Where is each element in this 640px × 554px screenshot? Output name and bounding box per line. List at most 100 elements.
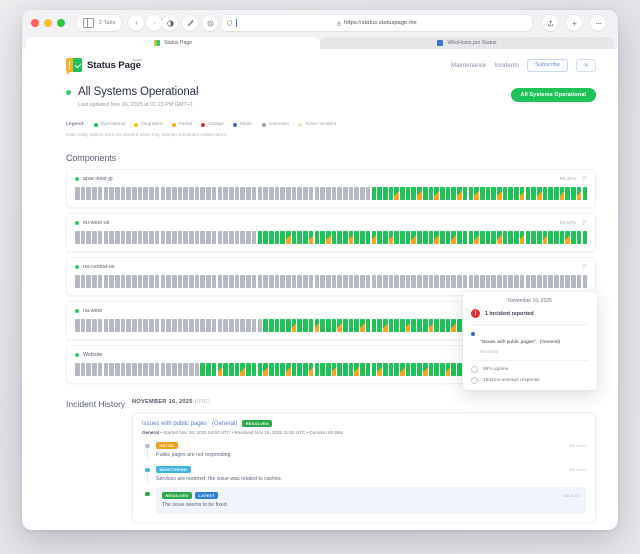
uptime-tick[interactable] bbox=[211, 319, 217, 332]
uptime-tick[interactable] bbox=[382, 275, 388, 288]
uptime-tick[interactable] bbox=[286, 363, 291, 376]
uptime-tick[interactable] bbox=[417, 319, 422, 332]
uptime-tick[interactable] bbox=[211, 231, 217, 244]
uptime-tick[interactable] bbox=[571, 275, 576, 288]
uptime-tick[interactable] bbox=[388, 363, 394, 376]
uptime-tick[interactable] bbox=[348, 363, 354, 376]
uptime-tick[interactable] bbox=[514, 231, 519, 244]
uptime-tick[interactable] bbox=[171, 231, 177, 244]
uptime-tick[interactable] bbox=[132, 363, 137, 376]
uptime-tick[interactable] bbox=[303, 363, 308, 376]
uptime-tick[interactable] bbox=[491, 187, 496, 200]
uptime-tick[interactable] bbox=[291, 231, 297, 244]
uptime-tick[interactable] bbox=[80, 187, 86, 200]
uptime-tick[interactable] bbox=[240, 363, 245, 376]
uptime-tick[interactable] bbox=[154, 231, 160, 244]
uptime-tick[interactable] bbox=[286, 319, 291, 332]
uptime-tick[interactable] bbox=[223, 363, 228, 376]
uptime-tick[interactable] bbox=[400, 187, 405, 200]
new-tab-icon[interactable] bbox=[566, 15, 582, 31]
uptime-tick[interactable] bbox=[451, 363, 457, 376]
uptime-tick[interactable] bbox=[149, 187, 154, 200]
uptime-tick[interactable] bbox=[206, 275, 211, 288]
uptime-tick[interactable] bbox=[160, 275, 166, 288]
uptime-tick[interactable] bbox=[234, 187, 240, 200]
forward-button[interactable]: › bbox=[146, 15, 163, 31]
uptime-tick[interactable] bbox=[314, 231, 320, 244]
uptime-tick[interactable] bbox=[103, 275, 109, 288]
uptime-tick[interactable] bbox=[320, 231, 325, 244]
uptime-tick[interactable] bbox=[343, 275, 348, 288]
uptime-tick[interactable] bbox=[582, 187, 588, 200]
component-row[interactable]: eu-west-uk 99.63% bbox=[66, 213, 596, 252]
uptime-tick[interactable] bbox=[75, 187, 80, 200]
uptime-tick[interactable] bbox=[519, 187, 525, 200]
uptime-tick[interactable] bbox=[97, 275, 103, 288]
uptime-tick[interactable] bbox=[365, 275, 371, 288]
uptime-tick[interactable] bbox=[382, 187, 388, 200]
uptime-tick[interactable] bbox=[360, 231, 365, 244]
uptime-tick[interactable] bbox=[371, 275, 377, 288]
uptime-tick[interactable] bbox=[143, 363, 149, 376]
uptime-tick[interactable] bbox=[377, 275, 382, 288]
uptime-tick[interactable] bbox=[422, 319, 428, 332]
uptime-tick[interactable] bbox=[75, 319, 80, 332]
uptime-tick[interactable] bbox=[428, 319, 434, 332]
uptime-tick[interactable] bbox=[86, 319, 92, 332]
uptime-tick[interactable] bbox=[154, 363, 160, 376]
uptime-tick[interactable] bbox=[234, 319, 240, 332]
uptime-tick[interactable] bbox=[365, 187, 371, 200]
uptime-tick[interactable] bbox=[206, 231, 211, 244]
uptime-tick[interactable] bbox=[462, 275, 468, 288]
uptime-tick[interactable] bbox=[257, 363, 263, 376]
uptime-tick[interactable] bbox=[200, 319, 206, 332]
uptime-tick[interactable] bbox=[548, 187, 553, 200]
uptime-tick[interactable] bbox=[246, 363, 251, 376]
uptime-tick[interactable] bbox=[325, 231, 331, 244]
uptime-tick[interactable] bbox=[251, 275, 257, 288]
uptime-tick[interactable] bbox=[246, 231, 251, 244]
uptime-tick[interactable] bbox=[183, 363, 188, 376]
uptime-tick[interactable] bbox=[559, 275, 565, 288]
uptime-tick[interactable] bbox=[343, 187, 348, 200]
uptime-tick[interactable] bbox=[531, 187, 536, 200]
uptime-tick[interactable] bbox=[400, 319, 405, 332]
uptime-tick[interactable] bbox=[434, 187, 439, 200]
uptime-tick[interactable] bbox=[354, 319, 360, 332]
uptime-tick[interactable] bbox=[211, 275, 217, 288]
uptime-tick[interactable] bbox=[92, 319, 97, 332]
uptime-tick[interactable] bbox=[166, 231, 171, 244]
uptime-tick[interactable] bbox=[331, 275, 337, 288]
uptime-tick[interactable] bbox=[457, 231, 462, 244]
uptime-tick[interactable] bbox=[365, 319, 371, 332]
uptime-tick[interactable] bbox=[211, 363, 217, 376]
uptime-tick[interactable] bbox=[497, 231, 502, 244]
uptime-tick[interactable] bbox=[194, 319, 200, 332]
uptime-tick[interactable] bbox=[251, 319, 257, 332]
uptime-tick[interactable] bbox=[217, 363, 223, 376]
uptime-tick[interactable] bbox=[251, 187, 257, 200]
uptime-tick[interactable] bbox=[80, 363, 86, 376]
uptime-tick[interactable] bbox=[428, 231, 434, 244]
uptime-tick[interactable] bbox=[371, 231, 377, 244]
uptime-tick[interactable] bbox=[166, 187, 171, 200]
minimize-window-button[interactable] bbox=[44, 19, 52, 27]
uptime-tick[interactable] bbox=[394, 319, 399, 332]
uptime-tick[interactable] bbox=[246, 187, 251, 200]
uptime-tick[interactable] bbox=[149, 275, 154, 288]
uptime-tick[interactable] bbox=[92, 275, 97, 288]
uptime-tick[interactable] bbox=[189, 187, 194, 200]
uptime-tick[interactable] bbox=[149, 231, 154, 244]
uptime-tick[interactable] bbox=[268, 363, 274, 376]
uptime-tick[interactable] bbox=[132, 231, 137, 244]
uptime-tick[interactable] bbox=[114, 363, 120, 376]
uptime-tick[interactable] bbox=[371, 187, 377, 200]
uptime-tick[interactable] bbox=[531, 231, 536, 244]
uptime-tick[interactable] bbox=[200, 231, 206, 244]
uptime-tick[interactable] bbox=[377, 319, 382, 332]
browser-tab-whohosts[interactable]: WhoHosts.pro Status bbox=[320, 37, 614, 49]
uptime-tick[interactable] bbox=[434, 363, 439, 376]
uptime-tick[interactable] bbox=[514, 187, 519, 200]
uptime-tick[interactable] bbox=[154, 319, 160, 332]
maximize-window-button[interactable] bbox=[57, 19, 65, 27]
